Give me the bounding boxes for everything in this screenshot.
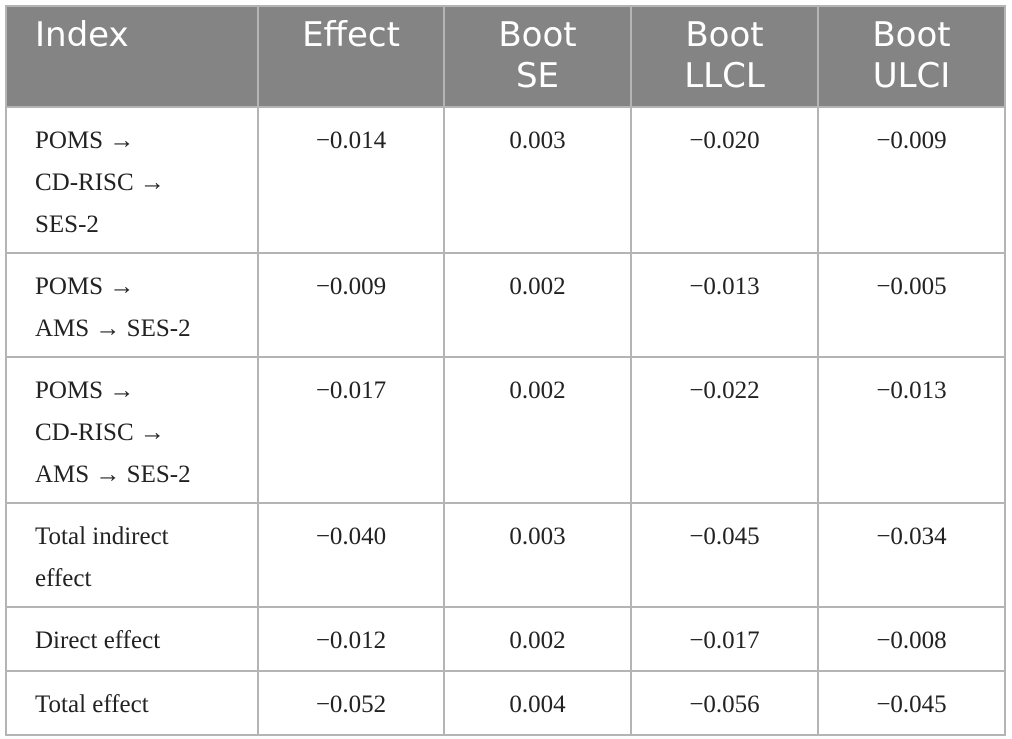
table-row: POMS → CD-RISC → SES-2 −0.014 0.003 −0.0…: [5, 106, 1006, 254]
effect-value: −0.017: [257, 356, 445, 504]
boot-se-value: 0.002: [443, 356, 632, 504]
header-boot-se: Boot SE: [443, 5, 632, 108]
boot-ulci-value: −0.009: [817, 106, 1006, 254]
boot-llcl-value: −0.022: [630, 356, 819, 504]
mediation-effects-table: Index Effect Boot SE Boot LLCL Boot ULCI: [5, 5, 1006, 736]
row-index-line: AMS → SES-2: [35, 315, 191, 342]
row-index-cell: Total indirect effect: [5, 502, 259, 608]
boot-se-value: 0.003: [443, 502, 632, 608]
boot-ulci-value: −0.045: [817, 670, 1006, 736]
boot-llcl-value: −0.020: [630, 106, 819, 254]
row-index-line: POMS →: [35, 377, 135, 404]
boot-llcl-value: −0.013: [630, 252, 819, 358]
table-row: POMS → AMS → SES-2 −0.009 0.002 −0.013 −…: [5, 252, 1006, 358]
row-index-line: Direct effect: [35, 627, 161, 654]
header-boot-llcl: Boot LLCL: [630, 5, 819, 108]
row-index-line: CD-RISC →: [35, 169, 165, 196]
results-table-container: Index Effect Boot SE Boot LLCL Boot ULCI: [5, 5, 1006, 736]
boot-se-value: 0.002: [443, 252, 632, 358]
header-effect-label: Effect: [302, 15, 400, 55]
row-index-cell: Direct effect: [5, 606, 259, 672]
row-index-cell: POMS → CD-RISC → SES-2: [5, 106, 259, 254]
effect-value: −0.012: [257, 606, 445, 672]
header-row: Index Effect Boot SE Boot LLCL Boot ULCI: [5, 5, 1006, 108]
row-index-line: AMS → SES-2: [35, 461, 191, 488]
effect-value: −0.009: [257, 252, 445, 358]
row-index-line: effect: [35, 565, 92, 592]
boot-ulci-value: −0.005: [817, 252, 1006, 358]
boot-se-value: 0.004: [443, 670, 632, 736]
boot-ulci-value: −0.013: [817, 356, 1006, 504]
header-boot-ulci-line1: Boot: [872, 15, 951, 55]
table-row: Direct effect −0.012 0.002 −0.017 −0.008: [5, 606, 1006, 672]
boot-ulci-value: −0.034: [817, 502, 1006, 608]
row-index-line: POMS →: [35, 127, 135, 154]
header-boot-ulci-line2: ULCI: [872, 56, 951, 96]
effect-value: −0.052: [257, 670, 445, 736]
row-index-line: Total indirect: [35, 523, 169, 550]
boot-llcl-value: −0.017: [630, 606, 819, 672]
boot-llcl-value: −0.056: [630, 670, 819, 736]
row-index-line: SES-2: [35, 211, 99, 238]
header-boot-se-line1: Boot: [498, 15, 577, 55]
boot-se-value: 0.002: [443, 606, 632, 672]
header-boot-llcl-line1: Boot: [685, 15, 764, 55]
header-index-label: Index: [35, 15, 129, 55]
table-header: Index Effect Boot SE Boot LLCL Boot ULCI: [5, 5, 1006, 108]
header-boot-llcl-line2: LLCL: [684, 56, 765, 96]
table-row: POMS → CD-RISC → AMS → SES-2 −0.017 0.00…: [5, 356, 1006, 504]
row-index-cell: Total effect: [5, 670, 259, 736]
effect-value: −0.014: [257, 106, 445, 254]
boot-llcl-value: −0.045: [630, 502, 819, 608]
row-index-cell: POMS → CD-RISC → AMS → SES-2: [5, 356, 259, 504]
row-index-line: Total effect: [35, 691, 149, 718]
row-index-cell: POMS → AMS → SES-2: [5, 252, 259, 358]
header-boot-ulci: Boot ULCI: [817, 5, 1006, 108]
table-row: Total indirect effect −0.040 0.003 −0.04…: [5, 502, 1006, 608]
header-effect: Effect: [257, 5, 445, 108]
effect-value: −0.040: [257, 502, 445, 608]
header-index: Index: [5, 5, 259, 108]
row-index-line: POMS →: [35, 273, 135, 300]
boot-ulci-value: −0.008: [817, 606, 1006, 672]
header-boot-se-line2: SE: [515, 56, 560, 96]
boot-se-value: 0.003: [443, 106, 632, 254]
table-body: POMS → CD-RISC → SES-2 −0.014 0.003 −0.0…: [5, 106, 1006, 736]
row-index-line: CD-RISC →: [35, 419, 165, 446]
table-row: Total effect −0.052 0.004 −0.056 −0.045: [5, 670, 1006, 736]
